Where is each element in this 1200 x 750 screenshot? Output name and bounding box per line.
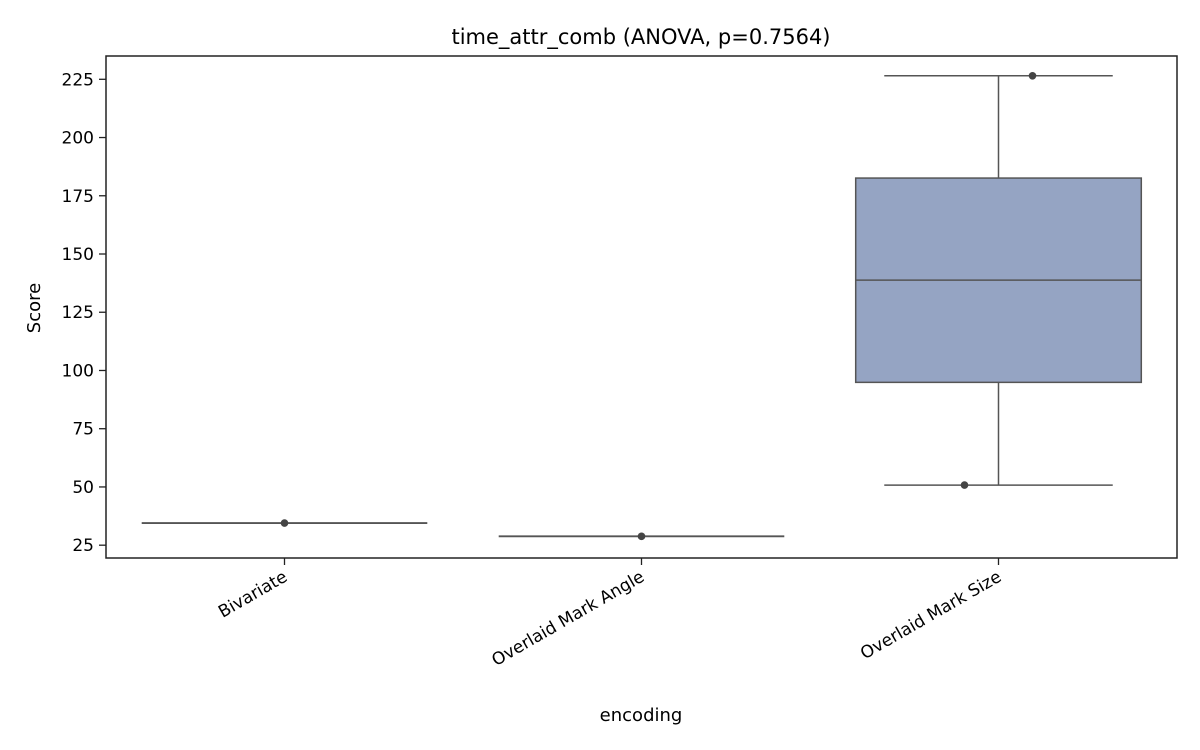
data-point — [637, 532, 646, 541]
y-axis-label: Score — [24, 283, 45, 333]
x-axis: Bivariate Overlaid Mark Angle Overlaid Mar… — [215, 558, 1005, 671]
y-tick-label: 25 — [72, 536, 94, 556]
data-point — [280, 519, 289, 527]
y-tick-label: 175 — [62, 187, 94, 207]
x-tick-label: Overlaid Mark Angle — [488, 567, 648, 671]
y-tick-label: 75 — [72, 420, 94, 440]
x-tick-label: Bivariate — [215, 567, 291, 622]
data-point — [960, 481, 969, 489]
chart-title: time_attr_comb (ANOVA, p=0.7564) — [451, 25, 830, 50]
y-tick-label: 125 — [62, 303, 94, 323]
y-tick-label: 50 — [72, 478, 94, 498]
box-overlaid-mark-size — [854, 75, 1143, 486]
y-tick-label: 150 — [62, 245, 94, 265]
y-tick-label: 100 — [62, 361, 94, 381]
y-tick-label: 225 — [62, 70, 94, 90]
x-tick-label: Overlaid Mark Size — [857, 567, 1005, 664]
data-point — [1028, 72, 1037, 80]
y-tick-label: 200 — [62, 129, 94, 149]
y-axis: 25 50 75 100 125 150 175 200 225 — [62, 70, 106, 556]
plot-area — [141, 72, 1143, 541]
x-axis-label: encoding — [600, 705, 683, 726]
